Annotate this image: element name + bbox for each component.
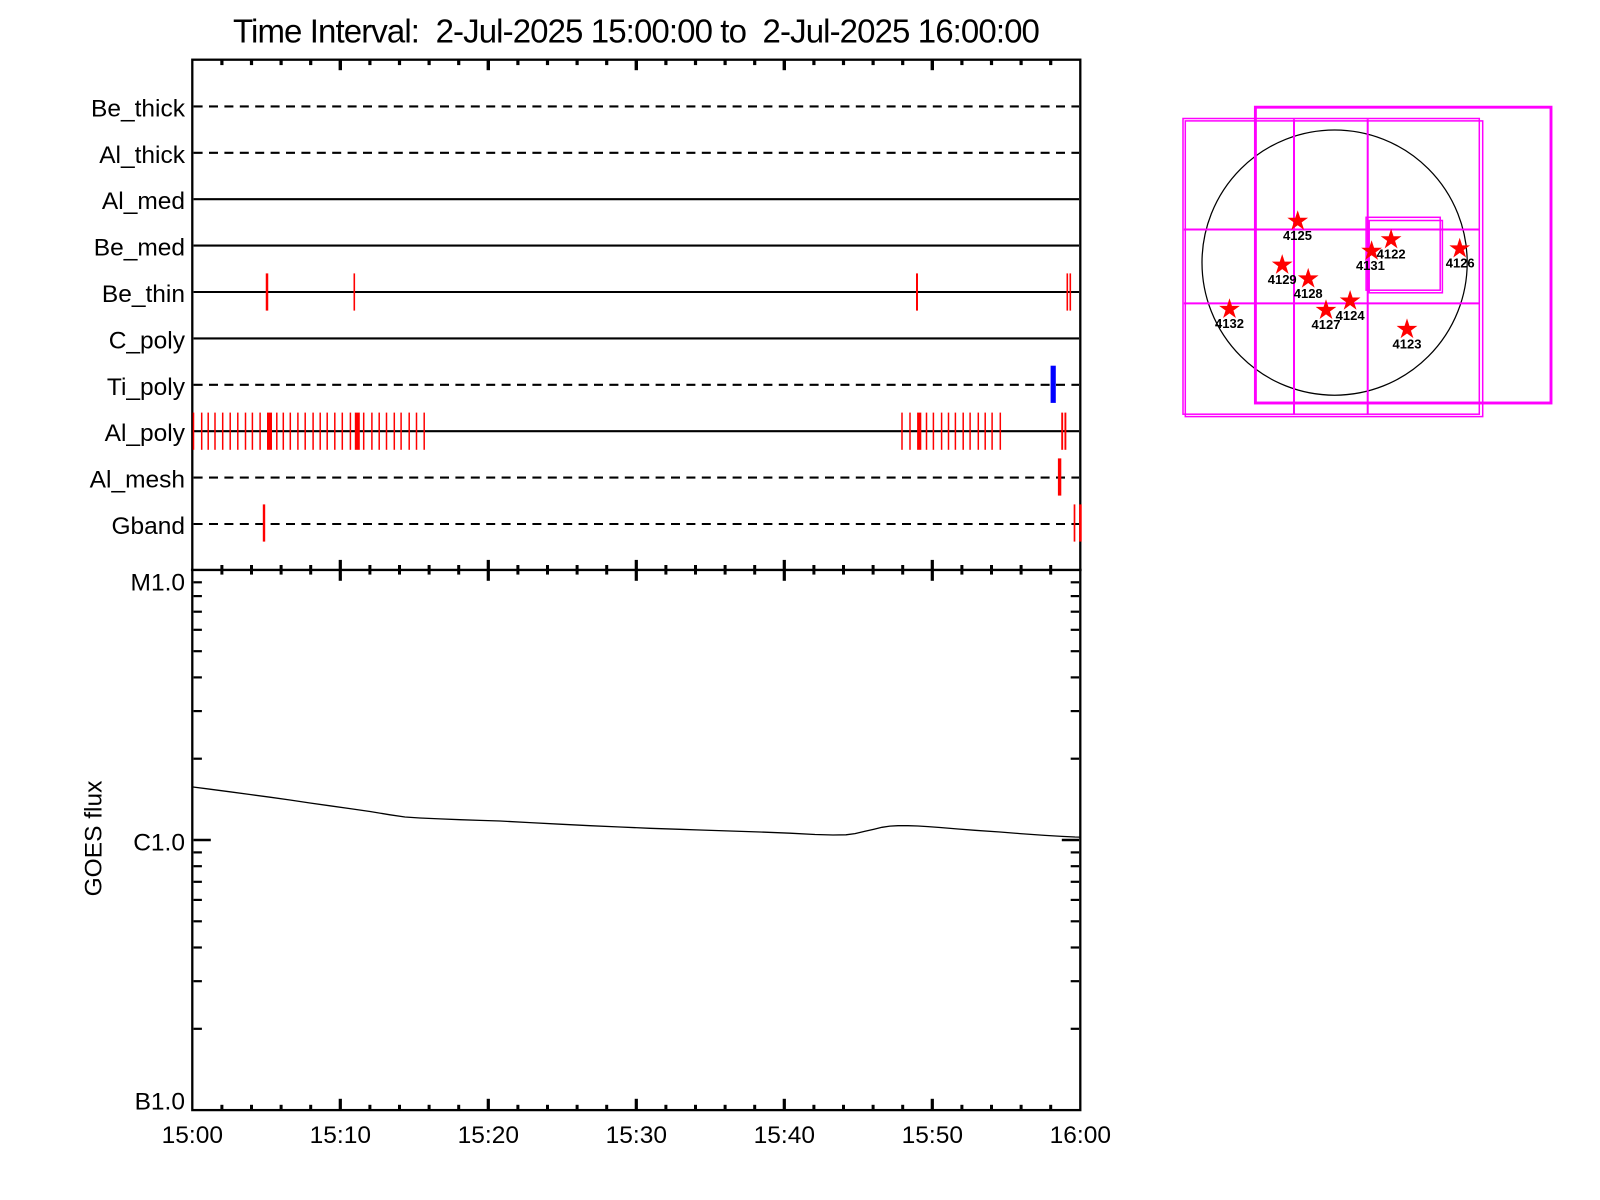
svg-text:15:10: 15:10 xyxy=(310,1122,371,1149)
svg-text:4125: 4125 xyxy=(1283,228,1312,243)
svg-text:Be_med: Be_med xyxy=(94,235,185,262)
svg-text:15:40: 15:40 xyxy=(754,1122,815,1149)
svg-text:Al_thick: Al_thick xyxy=(99,142,186,169)
svg-text:Al_med: Al_med xyxy=(102,188,185,215)
svg-text:C_poly: C_poly xyxy=(109,327,186,354)
svg-text:15:00: 15:00 xyxy=(162,1122,223,1149)
svg-text:M1.0: M1.0 xyxy=(131,570,185,597)
svg-text:Be_thick: Be_thick xyxy=(91,95,186,122)
svg-text:C1.0: C1.0 xyxy=(133,830,185,857)
svg-text:4132: 4132 xyxy=(1215,316,1244,331)
svg-text:15:20: 15:20 xyxy=(458,1122,519,1149)
svg-text:4129: 4129 xyxy=(1268,272,1297,287)
svg-text:Al_poly: Al_poly xyxy=(105,420,186,447)
svg-text:Ti_poly: Ti_poly xyxy=(107,374,186,401)
svg-text:15:30: 15:30 xyxy=(606,1122,667,1149)
svg-text:B1.0: B1.0 xyxy=(135,1089,185,1116)
svg-text:GOES flux: GOES flux xyxy=(81,781,108,897)
svg-text:4131: 4131 xyxy=(1356,258,1385,273)
svg-text:15:50: 15:50 xyxy=(902,1122,963,1149)
svg-text:4128: 4128 xyxy=(1294,286,1323,301)
svg-text:16:00: 16:00 xyxy=(1050,1122,1111,1149)
svg-text:Al_mesh: Al_mesh xyxy=(90,467,185,494)
svg-text:Gband: Gband xyxy=(111,513,185,540)
svg-text:4126: 4126 xyxy=(1446,256,1475,271)
svg-text:4127: 4127 xyxy=(1312,317,1341,332)
svg-text:Be_thin: Be_thin xyxy=(102,281,185,308)
svg-text:4122: 4122 xyxy=(1377,247,1406,262)
svg-text:4124: 4124 xyxy=(1336,308,1366,323)
svg-text:4123: 4123 xyxy=(1393,336,1422,351)
svg-text:Time Interval: 2-Jul-2025 15:: Time Interval: 2-Jul-2025 15:00:00 to 2-… xyxy=(233,13,1040,50)
